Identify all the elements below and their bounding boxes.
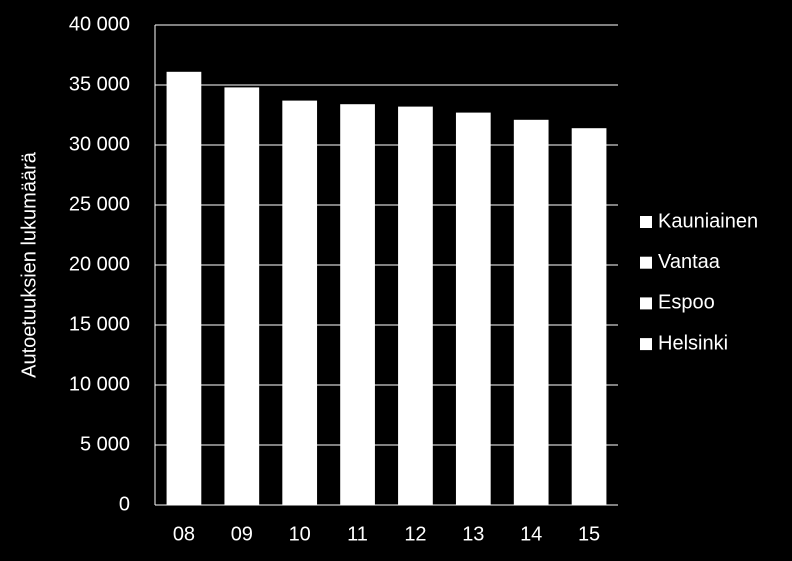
y-tick-label: 5 000: [80, 433, 130, 455]
y-tick-label: 25 000: [69, 193, 130, 215]
legend-label: Vantaa: [658, 251, 721, 273]
y-tick-label: 15 000: [69, 313, 130, 335]
x-tick-label: 12: [404, 523, 426, 545]
x-tick-label: 14: [520, 523, 542, 545]
legend-label: Espoo: [658, 292, 715, 314]
y-tick-label: 10 000: [69, 373, 130, 395]
bar: [224, 87, 260, 506]
bar: [455, 112, 491, 505]
y-tick-label: 35 000: [69, 73, 130, 95]
legend-swatch: [640, 338, 652, 351]
x-tick-label: 09: [231, 523, 253, 545]
bar: [513, 119, 549, 506]
y-tick-label: 0: [119, 493, 130, 515]
y-tick-label: 30 000: [69, 133, 130, 155]
legend-swatch: [640, 297, 652, 310]
x-tick-label: 10: [289, 523, 311, 545]
y-tick-label: 40 000: [69, 13, 130, 35]
bar: [166, 71, 202, 506]
bar: [398, 106, 433, 505]
y-tick-label: 20 000: [69, 253, 130, 275]
y-axis-label: Autoetuuksien lukumäärä: [18, 151, 40, 378]
x-tick-label: 11: [347, 523, 368, 545]
bar: [340, 104, 375, 505]
x-tick-label: 15: [578, 523, 600, 545]
x-tick-label: 13: [462, 523, 484, 545]
legend-label: Helsinki: [658, 332, 728, 354]
legend-swatch: [640, 216, 652, 228]
x-tick-label: 08: [173, 523, 195, 545]
legend-label: Kauniainen: [658, 210, 758, 232]
legend-swatch: [640, 256, 652, 269]
bar: [282, 100, 318, 505]
bar: [571, 128, 607, 505]
